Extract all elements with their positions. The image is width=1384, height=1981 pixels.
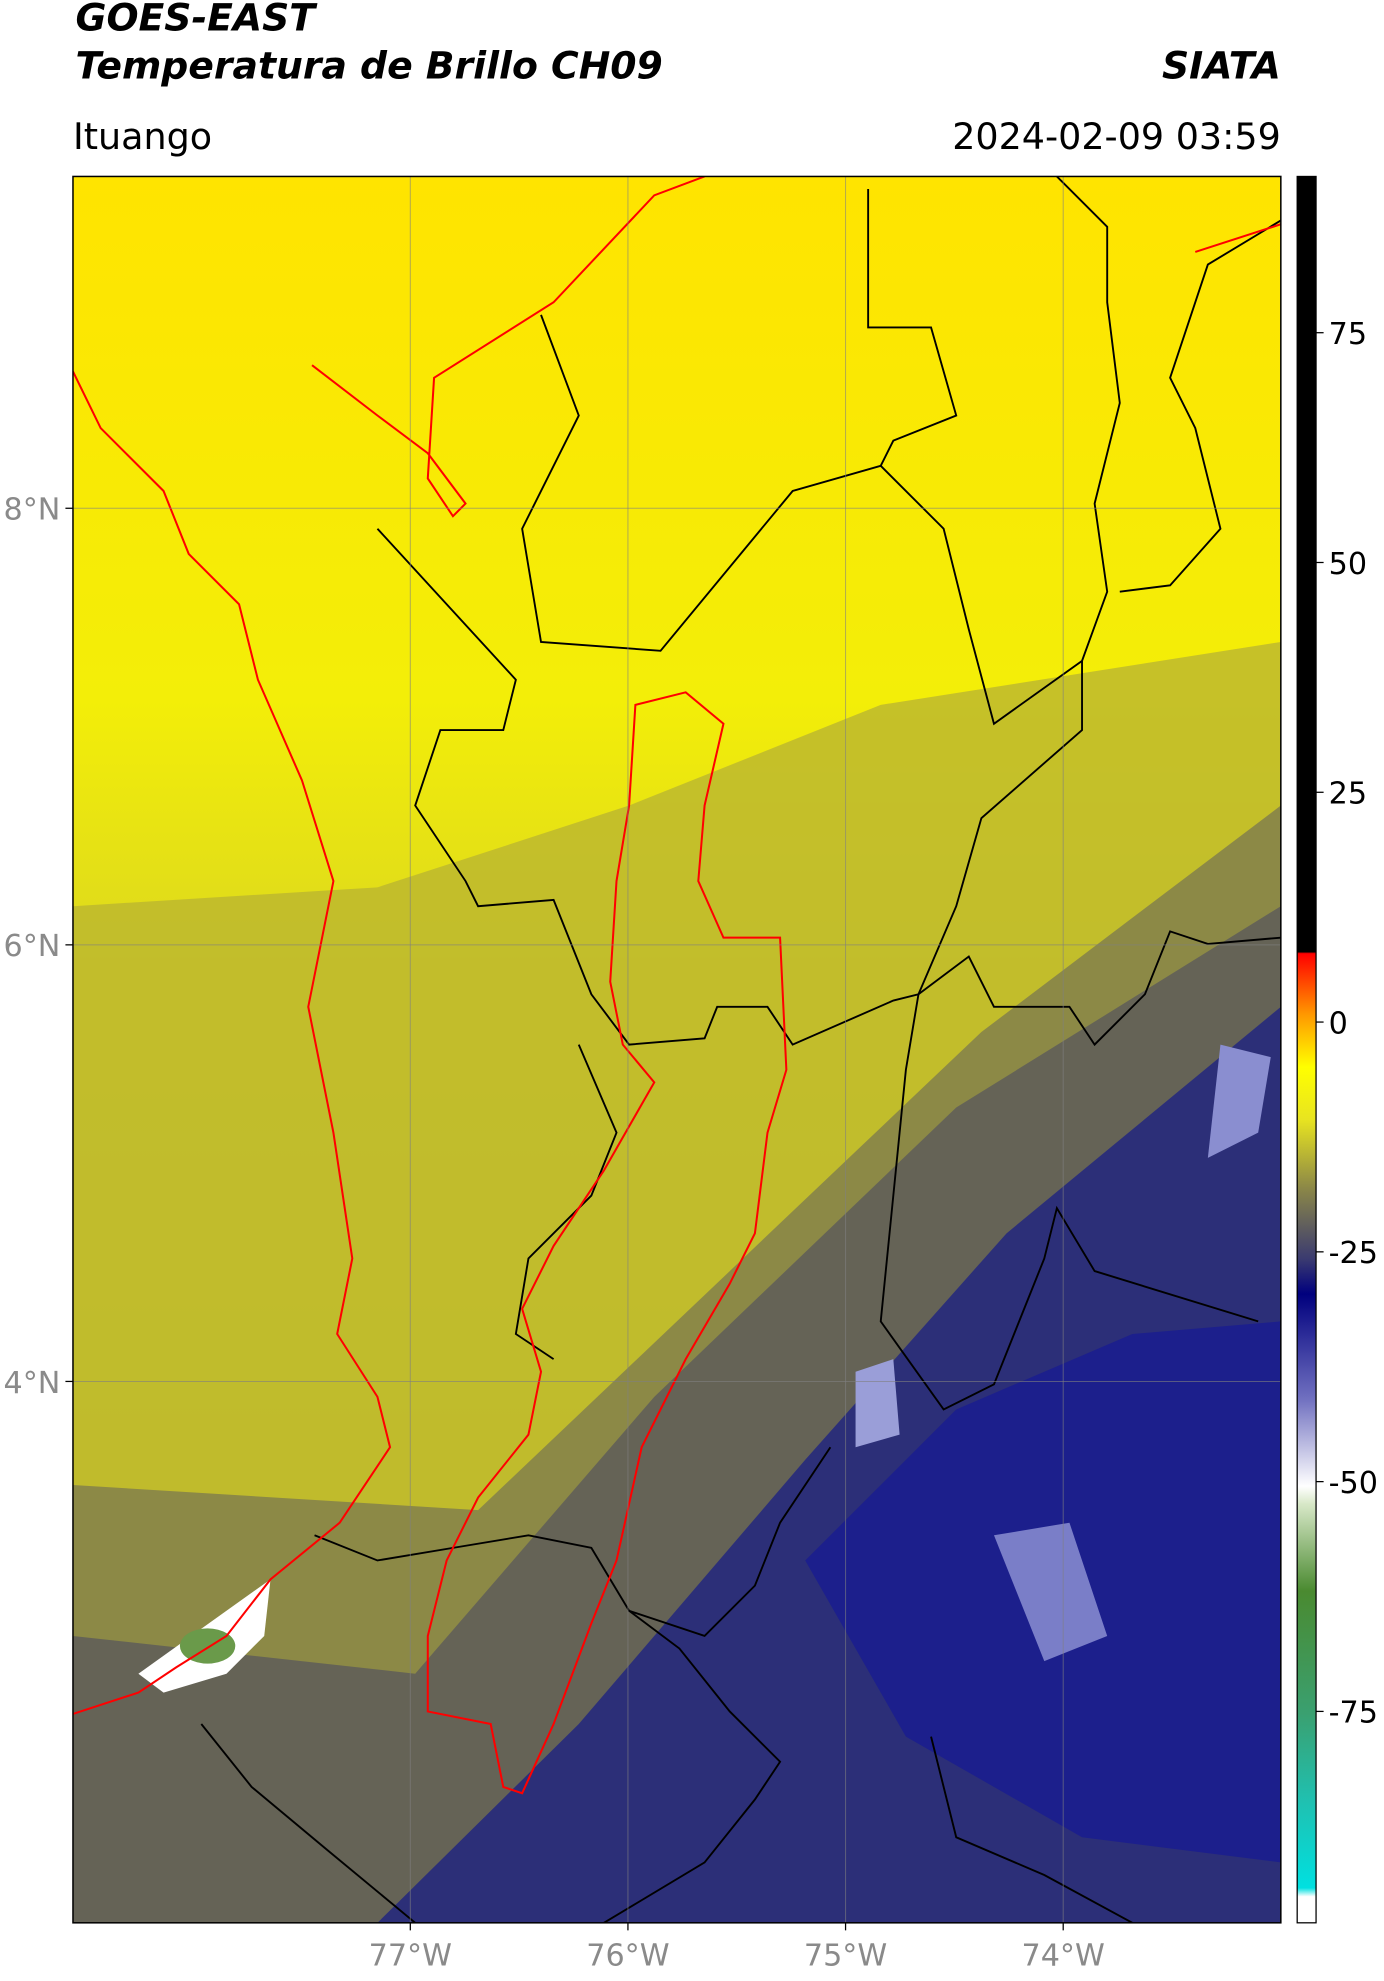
cloud-zone — [1207, 1044, 1271, 1158]
product-title: Temperatura de Brillo CH09 — [75, 43, 662, 87]
grid — [72, 176, 1281, 1923]
cloud-zone — [855, 1359, 900, 1448]
x-tick-label: 76°W — [586, 1939, 669, 1974]
map-image — [72, 176, 1281, 1923]
colorbar-tick-label: 0 — [1329, 1006, 1348, 1041]
borders — [200, 176, 1281, 1923]
colorbar-tick-label: -75 — [1329, 1696, 1378, 1731]
colorbar-tick-label: 50 — [1329, 547, 1367, 582]
y-tick-label: 8°N — [4, 493, 61, 528]
datetime-label: 2024-02-09 03:59 — [952, 115, 1281, 158]
coastline-and-basin — [72, 176, 1281, 1795]
colorbar — [1296, 175, 1317, 1924]
cloud-zone — [993, 1522, 1108, 1662]
colorbar-tick-label: 75 — [1329, 317, 1367, 352]
map-frame — [72, 175, 1282, 1924]
region-label: Ituango — [73, 115, 212, 158]
x-tick-label: 77°W — [369, 1939, 452, 1974]
colorbar-tick-label: 25 — [1329, 777, 1367, 812]
y-tick-label: 4°N — [4, 1366, 61, 1401]
y-tick-label: 6°N — [4, 929, 61, 964]
colorbar-tick-label: -50 — [1329, 1466, 1378, 1501]
x-tick-label: 75°W — [804, 1939, 887, 1974]
x-tick-label: 74°W — [1022, 1939, 1105, 1974]
cloud-zone — [179, 1628, 236, 1664]
colorbar-tick-label: -25 — [1329, 1236, 1378, 1271]
source-label: SIATA — [1162, 43, 1281, 87]
satellite-title: GOES-EAST — [75, 0, 318, 40]
